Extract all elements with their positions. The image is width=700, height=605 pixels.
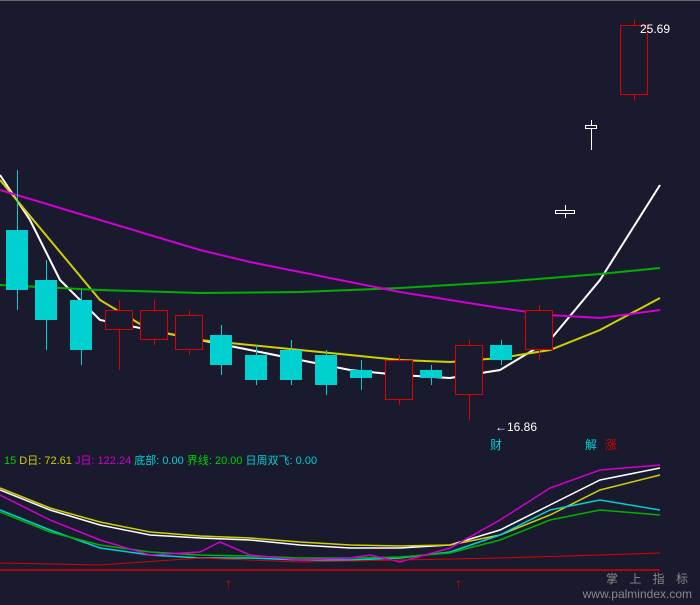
stock-chart-container: 25.69←16.86 财解涨 15 D日: 72.61 J日: 122.24 … <box>0 0 700 605</box>
sub-chart-svg <box>0 0 700 605</box>
watermark-title: 掌 上 指 标 <box>583 570 692 587</box>
ma-line <box>0 510 660 558</box>
watermark-url: www.palmindex.com <box>583 587 692 601</box>
signal-arrow-icon: ↑ <box>225 575 232 591</box>
signal-arrow-icon: ↑ <box>455 575 462 591</box>
watermark: 掌 上 指 标 www.palmindex.com <box>583 570 692 601</box>
ma-line <box>0 475 660 546</box>
